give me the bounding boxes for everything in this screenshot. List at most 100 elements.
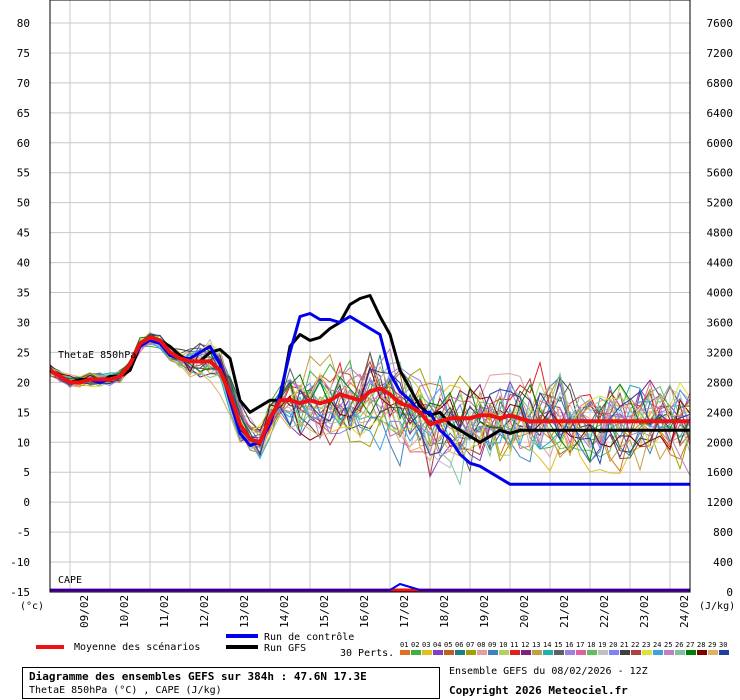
- pert-id: 02: [411, 641, 419, 649]
- pert-id: 17: [576, 641, 584, 649]
- pert-swatch: [466, 650, 476, 655]
- y-tick-left: -5: [17, 526, 30, 539]
- y-tick-left: 0: [23, 496, 30, 509]
- pert-swatch: [444, 650, 454, 655]
- y-tick-left: 40: [17, 257, 30, 270]
- pert-id: 13: [532, 641, 540, 649]
- y-tick-right: 400: [713, 556, 733, 569]
- series-line-0: [48, 335, 690, 445]
- y-tick-right: 2800: [707, 376, 734, 389]
- pert-id: 12: [521, 641, 529, 649]
- pert-id: 14: [543, 641, 551, 649]
- y-tick-right: 5200: [707, 197, 734, 210]
- y-tick-left: 75: [17, 47, 30, 60]
- pert-id: 15: [554, 641, 562, 649]
- x-axis: 09/02 10/02 11/02 12/02 13/02 14/02 15/02 16/02…: [78, 595, 691, 628]
- y-tick-right: 6400: [707, 107, 734, 120]
- pert-legend: 01 02 03 04 05 06 07 08 09 10 11 12 13 14 15 16 17 18 19 20…: [400, 641, 729, 655]
- pert-swatch: [708, 650, 718, 655]
- series-line-1: [49, 312, 690, 486]
- pert-swatch: [576, 650, 586, 655]
- legend: Moyenne des scénarios Run de contrôle Ru…: [36, 631, 729, 659]
- plot-frame: [49, 0, 691, 593]
- pert-swatch: [433, 650, 443, 655]
- pert-id: 06: [455, 641, 463, 649]
- x-tick-label: 22/02: [598, 595, 611, 628]
- x-tick-label: 18/02: [438, 595, 451, 628]
- pert-id: 19: [598, 641, 606, 649]
- y-tick-left: -10: [10, 556, 30, 569]
- legend-mean-label: Moyenne des scénarios: [74, 641, 200, 653]
- pert-swatch: [620, 650, 630, 655]
- pert-id: 16: [565, 641, 573, 649]
- legend-gfs-label: Run GFS: [264, 643, 306, 654]
- y-tick-right: 1600: [707, 466, 734, 479]
- run-info: Ensemble GEFS du 08/02/2026 - 12Z: [449, 666, 648, 677]
- pert-swatch: [521, 650, 531, 655]
- y-tick-right: 2400: [707, 406, 734, 419]
- pert-swatch: [488, 650, 498, 655]
- pert-swatch: [609, 650, 619, 655]
- y-tick-left: 25: [17, 346, 30, 359]
- pert-swatch: [554, 650, 564, 655]
- y-tick-left: 55: [17, 167, 30, 180]
- pert-id: 25: [664, 641, 672, 649]
- pert-id: 18: [587, 641, 595, 649]
- x-tick-label: 15/02: [318, 595, 331, 628]
- y-tick-right: 4400: [707, 257, 734, 270]
- y-tick-right: 7600: [707, 17, 734, 30]
- panel-label-bottom: CAPE: [58, 575, 82, 586]
- pert-swatch: [719, 650, 729, 655]
- y-tick-left: 60: [17, 137, 30, 150]
- x-tick-label: 21/02: [558, 595, 571, 628]
- x-tick-label: 17/02: [398, 595, 411, 628]
- x-tick-label: 11/02: [158, 595, 171, 628]
- pert-swatch: [598, 650, 608, 655]
- pert-swatch: [697, 650, 707, 655]
- pert-id: 28: [697, 641, 705, 649]
- y-tick-right: 800: [713, 526, 733, 539]
- pert-id: 24: [653, 641, 661, 649]
- cape-series: [50, 582, 690, 592]
- pert-id: 09: [488, 641, 496, 649]
- pert-swatch: [510, 650, 520, 655]
- pert-swatch: [455, 650, 465, 655]
- x-tick-label: 20/02: [518, 595, 531, 628]
- y-tick-right: 6800: [707, 77, 734, 90]
- x-tick-label: 19/02: [478, 595, 491, 628]
- pert-swatch: [653, 650, 663, 655]
- chart-title: Diagramme des ensembles GEFS sur 384h : …: [29, 670, 367, 683]
- info-box: Diagramme des ensembles GEFS sur 384h : …: [22, 667, 440, 699]
- pert-id: 21: [620, 641, 628, 649]
- y-unit-right: (J/kg): [699, 601, 735, 612]
- pert-id: 30: [719, 641, 727, 649]
- pert-swatch: [400, 650, 410, 655]
- pert-id: 10: [499, 641, 507, 649]
- pert-swatch: [664, 650, 674, 655]
- y-tick-left: -15: [10, 586, 30, 599]
- pert-swatch: [631, 650, 641, 655]
- pert-swatch: [565, 650, 575, 655]
- legend-perts-label: 30 Perts.: [340, 648, 394, 659]
- pert-id: 23: [642, 641, 650, 649]
- pert-id: 03: [422, 641, 430, 649]
- x-tick-label: 10/02: [118, 595, 131, 628]
- panel-label-top: ThetaE 850hPa: [58, 350, 136, 361]
- y-tick-right: 1200: [707, 496, 734, 509]
- pert-id: 04: [433, 641, 441, 649]
- pert-id: 26: [675, 641, 683, 649]
- y-tick-left: 15: [17, 406, 30, 419]
- pert-id: 22: [631, 641, 639, 649]
- y-tick-left: 20: [17, 376, 30, 389]
- y-axis-right: 7600720068006400600056005200480044004000…: [707, 17, 734, 599]
- pert-swatch: [411, 650, 421, 655]
- pert-swatch: [499, 650, 509, 655]
- y-tick-left: 30: [17, 316, 30, 329]
- main-series: [48, 294, 690, 486]
- x-tick-label: 16/02: [358, 595, 371, 628]
- pert-id: 27: [686, 641, 694, 649]
- pert-swatch: [532, 650, 542, 655]
- chart-subtitle: ThetaE 850hPa (°C) , CAPE (J/kg): [29, 685, 222, 696]
- y-tick-left: 5: [23, 466, 30, 479]
